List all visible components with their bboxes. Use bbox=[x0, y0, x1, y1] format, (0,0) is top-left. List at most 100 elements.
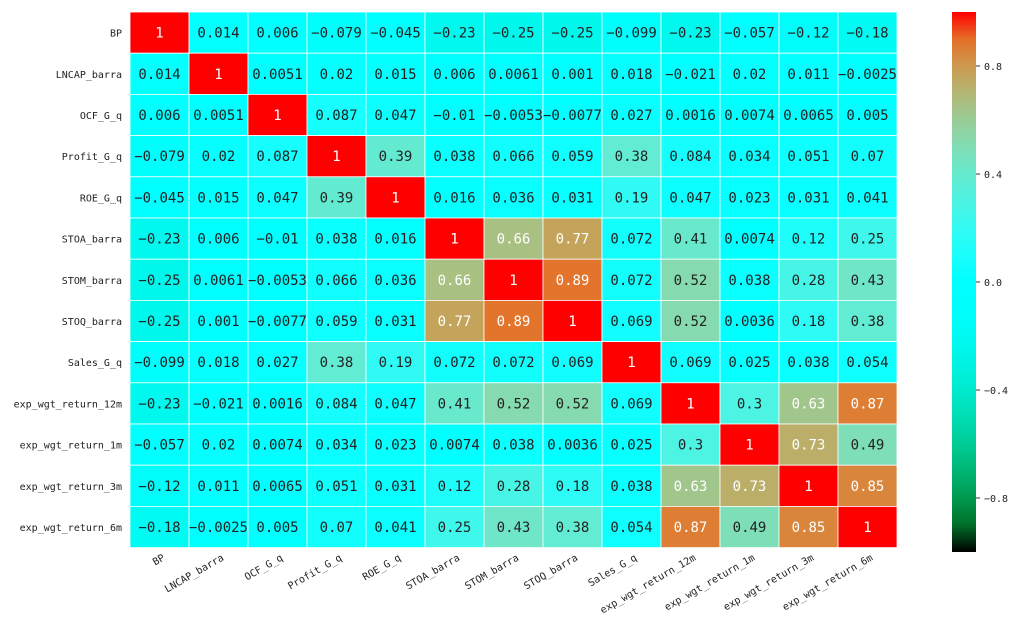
cell-value-label: 0.066 bbox=[315, 273, 357, 289]
cell-value-label: 0.031 bbox=[787, 190, 829, 206]
heatmap-cell bbox=[601, 258, 662, 301]
heatmap-cell bbox=[719, 341, 780, 384]
cell-value-label: 0.52 bbox=[674, 314, 708, 330]
row-label: STOM_barra bbox=[62, 276, 122, 287]
heatmap-cell bbox=[719, 94, 780, 137]
cell-value-label: 0.0074 bbox=[429, 438, 480, 454]
cell-value-label: 0.025 bbox=[610, 438, 652, 454]
cell-value-label: 0.49 bbox=[733, 520, 767, 536]
cell-value-label: 0.3 bbox=[737, 396, 762, 412]
cell-value-label: 1 bbox=[568, 314, 576, 330]
colorbar: 0.8 0.4 0.0 −0.4 −0.8 bbox=[952, 12, 1008, 552]
cell-value-label: 0.041 bbox=[846, 190, 888, 206]
cell-value-label: −0.099 bbox=[606, 26, 657, 42]
cell-value-label: 0.85 bbox=[851, 479, 885, 495]
cell-value-label: 0.087 bbox=[315, 108, 357, 124]
cell-value-label: 0.059 bbox=[551, 149, 593, 165]
heatmap-cell bbox=[601, 464, 662, 507]
heatmap-cell bbox=[542, 341, 603, 384]
cell-value-label: 0.49 bbox=[851, 438, 885, 454]
heatmap-cell bbox=[247, 176, 308, 219]
heatmap-cell bbox=[660, 135, 721, 178]
cell-value-label: 0.02 bbox=[202, 438, 236, 454]
heatmap-cell bbox=[247, 52, 308, 95]
cell-value-label: −0.25 bbox=[138, 273, 180, 289]
cell-value-label: 0.018 bbox=[610, 67, 652, 83]
row-label: Sales_G_q bbox=[68, 358, 122, 369]
heatmap-cell bbox=[778, 505, 839, 548]
cell-value-label: 0.0074 bbox=[252, 438, 303, 454]
cell-value-label: 0.047 bbox=[374, 396, 416, 412]
row-label: exp_wgt_return_3m bbox=[20, 482, 122, 493]
cell-value-label: 0.031 bbox=[374, 479, 416, 495]
cell-value-label: 0.054 bbox=[610, 520, 652, 536]
cell-value-label: 1 bbox=[450, 232, 458, 248]
heatmap-cell bbox=[778, 52, 839, 95]
heatmap-cell bbox=[837, 217, 898, 260]
heatmap-cell bbox=[188, 176, 249, 219]
cell-value-label: 0.52 bbox=[556, 396, 590, 412]
cell-value-label: −0.099 bbox=[134, 355, 185, 371]
heatmap-cell bbox=[424, 341, 485, 384]
heatmap-cell bbox=[365, 505, 426, 548]
cell-value-label: 0.047 bbox=[256, 190, 298, 206]
cell-value-label: 0.038 bbox=[492, 438, 534, 454]
cell-value-label: 0.084 bbox=[669, 149, 711, 165]
cell-value-label: 0.02 bbox=[733, 67, 767, 83]
heatmap-cell bbox=[306, 464, 367, 507]
cell-value-label: 0.0016 bbox=[665, 108, 716, 124]
cell-value-label: 0.023 bbox=[728, 190, 770, 206]
heatmap-cell bbox=[424, 299, 485, 342]
cell-value-label: −0.23 bbox=[138, 396, 180, 412]
cell-value-label: −0.057 bbox=[724, 26, 775, 42]
cell-value-label: 0.39 bbox=[379, 149, 413, 165]
heatmap-cell bbox=[129, 505, 190, 548]
cell-value-label: 0.001 bbox=[197, 314, 239, 330]
cell-value-label: 0.041 bbox=[374, 520, 416, 536]
heatmap-cell bbox=[247, 341, 308, 384]
heatmap-cell bbox=[837, 135, 898, 178]
cell-value-label: 0.38 bbox=[320, 355, 354, 371]
heatmap-cell bbox=[129, 135, 190, 178]
cell-value-label: 0.072 bbox=[433, 355, 475, 371]
heatmap-cell bbox=[778, 341, 839, 384]
column-label: exp_wgt_return_12m bbox=[599, 553, 698, 617]
colorbar-tick-label: 0.0 bbox=[984, 278, 1002, 289]
cell-value-label: 0.038 bbox=[610, 479, 652, 495]
heatmap-cell bbox=[483, 176, 544, 219]
column-label: BP bbox=[151, 553, 167, 569]
heatmap-cell bbox=[542, 11, 603, 54]
heatmap-cell bbox=[660, 217, 721, 260]
cell-value-label: 0.018 bbox=[197, 355, 239, 371]
cell-value-label: 0.18 bbox=[556, 479, 590, 495]
heatmap-cell bbox=[424, 464, 485, 507]
cell-value-label: 0.38 bbox=[851, 314, 885, 330]
cell-value-label: 0.19 bbox=[379, 355, 413, 371]
heatmap-cell bbox=[542, 217, 603, 260]
cell-value-label: 0.12 bbox=[438, 479, 472, 495]
cell-value-label: −0.021 bbox=[193, 396, 244, 412]
heatmap-cell bbox=[601, 341, 662, 384]
heatmap-cell bbox=[306, 299, 367, 342]
cell-value-label: 1 bbox=[155, 26, 163, 42]
heatmap-cell bbox=[483, 258, 544, 301]
cell-value-label: 0.069 bbox=[551, 355, 593, 371]
row-label: exp_wgt_return_1m bbox=[20, 441, 122, 452]
cell-value-label: −0.01 bbox=[433, 108, 475, 124]
row-labels: BP LNCAP_barra OCF_G_q Profit_G_q ROE_G_q STO… bbox=[14, 29, 122, 534]
cell-value-label: 0.02 bbox=[202, 149, 236, 165]
colorbar-tick-label: −0.8 bbox=[984, 494, 1008, 505]
cell-value-label: −0.0053 bbox=[484, 108, 543, 124]
cell-value-label: −0.25 bbox=[551, 26, 593, 42]
cell-value-label: 0.43 bbox=[497, 520, 531, 536]
cell-value-label: 0.0065 bbox=[783, 108, 834, 124]
row-label: Profit_G_q bbox=[62, 152, 122, 163]
heatmap-cell bbox=[837, 423, 898, 466]
column-label: LNCAP_barra bbox=[163, 553, 226, 596]
heatmap-cell bbox=[778, 299, 839, 342]
heatmap-cell bbox=[306, 217, 367, 260]
column-label: STOA_barra bbox=[404, 553, 462, 593]
heatmap-cell bbox=[365, 94, 426, 137]
